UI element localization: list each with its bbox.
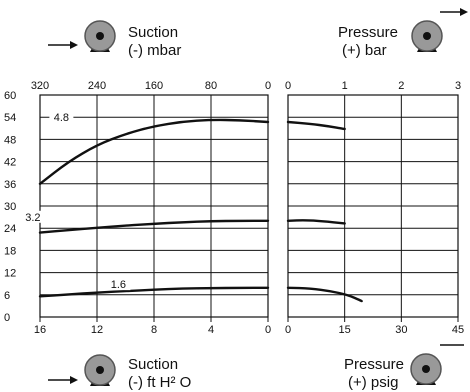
y-tick-label: 18	[4, 245, 16, 257]
suction-unit-ft: (-) ft H² O	[128, 374, 191, 391]
top-axis-tick-label: 80	[205, 80, 217, 92]
pressure-bar-indicator: Pressure (+) bar	[338, 8, 468, 59]
bottom-axis-tick-label: 8	[151, 324, 157, 336]
y-tick-label: 36	[4, 179, 16, 191]
top-axis-tick-label: 240	[88, 80, 106, 92]
pressure-psig-indicator: Pressure (+) psig	[344, 344, 464, 391]
pump-icon	[410, 353, 442, 385]
pump-icon	[84, 20, 116, 52]
curve-label-bg	[49, 110, 74, 123]
arrow-icon	[460, 8, 468, 16]
suction-ft-indicator: Suction (-) ft H² O	[48, 354, 191, 391]
pressure-unit-psig: (+) psig	[348, 374, 398, 391]
curve-label: 1.6	[111, 279, 126, 291]
bottom-axis-tick-label: 16	[34, 324, 46, 336]
bottom-axis-tick-label: 12	[91, 324, 103, 336]
pump-icon	[84, 354, 116, 386]
suction-label: Suction	[128, 24, 178, 41]
y-tick-label: 48	[4, 134, 16, 146]
bottom-axis-tick-label: 0	[285, 324, 291, 336]
curve-suction-1-6	[38, 286, 270, 298]
y-tick-label: 0	[4, 312, 10, 324]
bottom-axis-tick-label: 15	[339, 324, 351, 336]
plot-frame	[39, 94, 269, 318]
plot-frame	[287, 94, 459, 318]
y-tick-label: 24	[4, 223, 16, 235]
pump-icon	[411, 20, 443, 52]
top-axis-tick-label: 160	[145, 80, 163, 92]
curve-pressure-3-2	[286, 219, 346, 225]
y-tick-label: 30	[4, 201, 16, 213]
y-tick-label: 6	[4, 290, 10, 302]
arrow-icon	[70, 41, 78, 49]
curve-suction-4-8	[38, 118, 270, 185]
y-tick-label: 42	[4, 157, 16, 169]
y-tick-label: 12	[4, 268, 16, 280]
top-axis-tick-label: 3	[455, 80, 461, 92]
y-tick-label: 60	[4, 90, 16, 102]
bottom-axis-tick-label: 30	[395, 324, 407, 336]
curve-label-bg	[20, 210, 45, 223]
top-axis-tick-label: 1	[342, 80, 348, 92]
pressure-unit-bar: (+) bar	[342, 42, 387, 59]
bottom-axis-tick-label: 0	[265, 324, 271, 336]
curve-pressure-4-8	[286, 120, 346, 131]
bottom-axis-tick-label: 45	[452, 324, 464, 336]
top-axis-tick-label: 2	[398, 80, 404, 92]
pressure-label: Pressure	[344, 356, 404, 373]
arrow-icon	[70, 376, 78, 384]
curve-label: 3.2	[25, 212, 40, 224]
curve-label: 4.8	[54, 112, 69, 124]
bottom-axis-tick-label: 4	[208, 324, 214, 336]
curve-label-bg	[106, 278, 131, 291]
curve-suction-3-2	[38, 219, 270, 234]
suction-unit-mbar: (-) mbar	[128, 42, 181, 59]
curve-pressure-1-6	[286, 286, 363, 303]
pressure-label: Pressure	[338, 24, 398, 41]
y-tick-label: 54	[4, 112, 16, 124]
top-axis-tick-label: 0	[285, 80, 291, 92]
top-axis-tick-label: 320	[31, 80, 49, 92]
suction-mbar-indicator: Suction (-) mbar	[48, 20, 181, 59]
suction-label: Suction	[128, 356, 178, 373]
top-axis-tick-label: 0	[265, 80, 271, 92]
